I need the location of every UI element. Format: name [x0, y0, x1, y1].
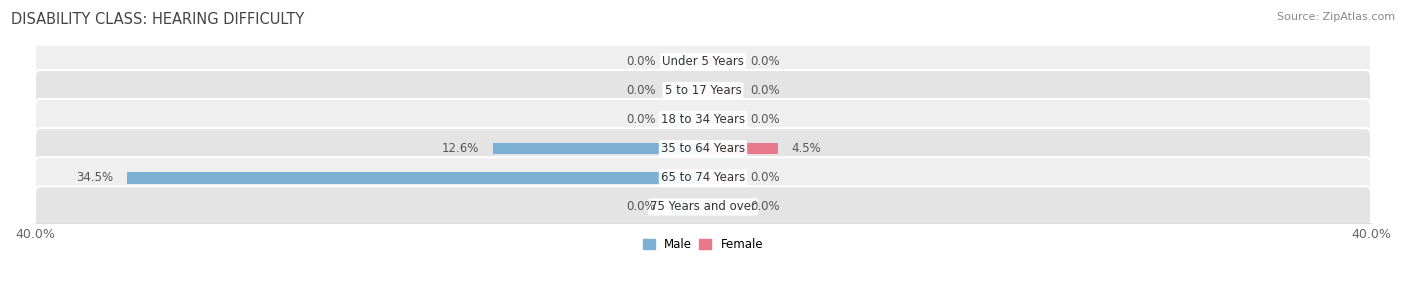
Bar [669, 85, 703, 96]
Text: Under 5 Years: Under 5 Years [662, 55, 744, 68]
Legend: Male, Female: Male, Female [638, 234, 768, 256]
Bar [127, 172, 703, 184]
Text: 0.0%: 0.0% [627, 113, 657, 126]
Text: 5 to 17 Years: 5 to 17 Years [665, 84, 741, 97]
Text: 65 to 74 Years: 65 to 74 Years [661, 171, 745, 184]
Text: Source: ZipAtlas.com: Source: ZipAtlas.com [1277, 12, 1395, 22]
Text: DISABILITY CLASS: HEARING DIFFICULTY: DISABILITY CLASS: HEARING DIFFICULTY [11, 12, 305, 27]
FancyBboxPatch shape [35, 99, 1371, 140]
Text: 0.0%: 0.0% [749, 84, 779, 97]
Text: 75 Years and over: 75 Years and over [650, 200, 756, 214]
Text: 0.0%: 0.0% [627, 55, 657, 68]
Text: 0.0%: 0.0% [627, 200, 657, 214]
FancyBboxPatch shape [35, 186, 1371, 228]
Bar [669, 201, 703, 213]
FancyBboxPatch shape [35, 41, 1371, 82]
Text: 18 to 34 Years: 18 to 34 Years [661, 113, 745, 126]
Text: 0.0%: 0.0% [749, 200, 779, 214]
Bar [703, 56, 737, 67]
Text: 0.0%: 0.0% [749, 55, 779, 68]
Bar [703, 143, 778, 155]
FancyBboxPatch shape [35, 70, 1371, 111]
FancyBboxPatch shape [35, 157, 1371, 199]
Bar [703, 85, 737, 96]
Text: 4.5%: 4.5% [792, 142, 821, 155]
Text: 12.6%: 12.6% [441, 142, 479, 155]
Bar [703, 172, 737, 184]
Bar [669, 56, 703, 67]
Text: 35 to 64 Years: 35 to 64 Years [661, 142, 745, 155]
Text: 0.0%: 0.0% [749, 113, 779, 126]
Bar [703, 201, 737, 213]
FancyBboxPatch shape [35, 128, 1371, 169]
Bar [492, 143, 703, 155]
Text: 0.0%: 0.0% [627, 84, 657, 97]
Bar [703, 114, 737, 125]
Text: 0.0%: 0.0% [749, 171, 779, 184]
Text: 34.5%: 34.5% [76, 171, 114, 184]
Bar [669, 114, 703, 125]
